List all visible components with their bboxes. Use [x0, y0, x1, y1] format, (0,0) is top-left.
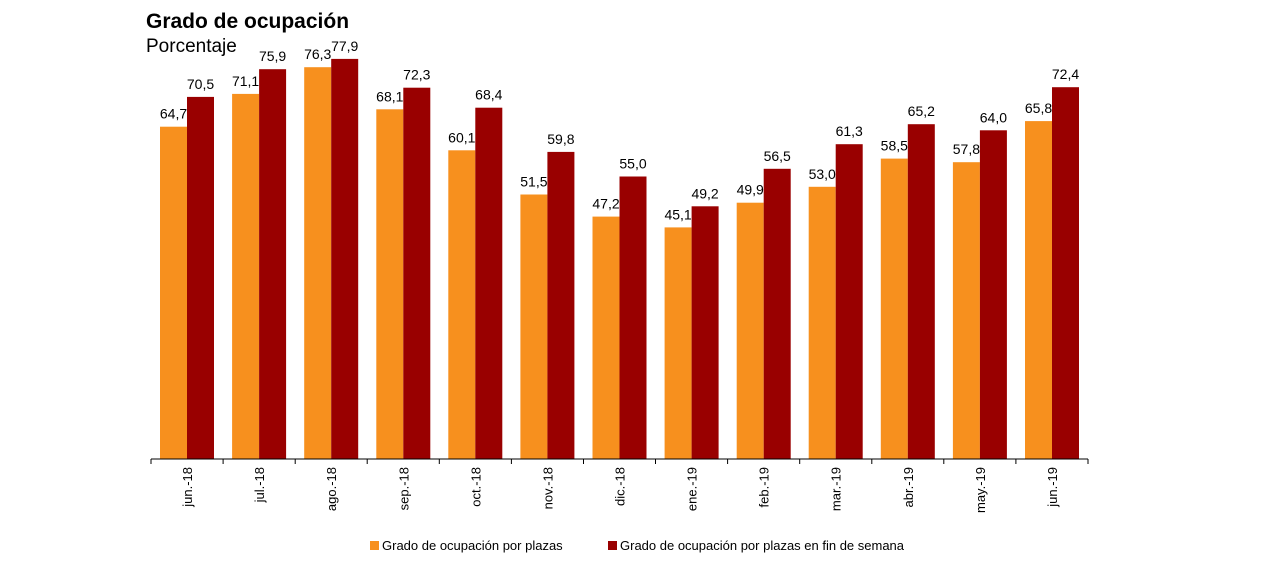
data-label-fin-de-semana-6: 55,0	[619, 156, 646, 172]
data-label-fin-de-semana-4: 68,4	[475, 87, 502, 103]
data-label-plazas-6: 47,2	[592, 196, 619, 212]
bar-fin-de-semana-4	[475, 107, 503, 459]
x-tick-label-9: mar.-19	[829, 467, 844, 511]
data-label-fin-de-semana-9: 61,3	[836, 123, 863, 139]
data-label-plazas-2: 76,3	[304, 46, 331, 62]
data-labels-group: 64,770,5 71,175,9 76,377,9 68,172,3 60,1 68,4…	[160, 38, 1079, 222]
data-label-plazas-9: 53,0	[809, 166, 836, 182]
x-tick-label-11: may.-19	[973, 467, 988, 513]
bar-fin-de-semana-12	[1052, 87, 1079, 459]
x-tick-label-7: ene.-19	[685, 467, 700, 511]
bar-fin-de-semana-3	[403, 87, 431, 459]
bar-fin-de-semana-5	[547, 151, 575, 459]
data-label-plazas-5: 51,5	[520, 174, 547, 190]
bar-fin-de-semana-1	[259, 69, 287, 459]
bar-plazas-11	[952, 162, 980, 459]
bar-fin-de-semana-11	[979, 130, 1007, 460]
x-tick-label-12: jun.-19	[1045, 467, 1060, 508]
data-label-fin-de-semana-3: 72,3	[403, 67, 430, 83]
data-label-plazas-4: 60,1	[448, 129, 475, 145]
chart-title: Grado de ocupación	[146, 10, 350, 33]
bar-plazas-7	[664, 227, 692, 459]
data-label-fin-de-semana-12: 72,4	[1052, 66, 1079, 82]
legend-swatch-plazas	[370, 541, 379, 550]
data-label-plazas-7: 45,1	[664, 206, 691, 222]
x-axis	[150, 458, 1089, 464]
data-label-fin-de-semana-7: 49,2	[691, 185, 718, 201]
bar-fin-de-semana-9	[835, 144, 863, 459]
bar-plazas-12	[1025, 121, 1052, 459]
x-tick-label-1: jul.-18	[252, 467, 267, 503]
data-label-fin-de-semana-10: 65,2	[908, 103, 935, 119]
bar-fin-de-semana-2	[331, 58, 359, 460]
bar-plazas-9	[808, 186, 836, 460]
bar-fin-de-semana-6	[619, 176, 647, 459]
legend-label-plazas: Grado de ocupación por plazas	[382, 538, 563, 553]
x-tick-label-8: feb.-19	[757, 467, 772, 507]
bar-fin-de-semana-8	[763, 168, 791, 460]
x-tick-label-2: ago.-18	[324, 467, 339, 511]
x-tick-label-4: oct.-18	[468, 467, 483, 507]
x-tick-label-3: sep.-18	[396, 467, 411, 510]
data-label-plazas-11: 57,8	[953, 141, 980, 157]
x-tick-label-10: abr.-19	[901, 467, 916, 507]
x-tick-label-0: jun.-18	[180, 467, 195, 508]
data-label-plazas-12: 65,8	[1025, 100, 1052, 116]
bar-plazas-4	[448, 150, 476, 460]
legend-label-fin-de-semana: Grado de ocupación por plazas en fin de …	[620, 538, 905, 553]
data-label-plazas-3: 68,1	[376, 88, 403, 104]
data-label-plazas-0: 64,7	[160, 106, 187, 122]
data-label-fin-de-semana-5: 59,8	[547, 131, 574, 147]
data-label-plazas-1: 71,1	[232, 73, 259, 89]
bar-fin-de-semana-0	[187, 96, 214, 460]
x-tick-labels: jun.-18 jul.-18 ago.-18 sep.-18 oct.-18 nov.-…	[180, 467, 1060, 513]
data-label-fin-de-semana-11: 64,0	[980, 109, 1007, 125]
x-tick-label-6: dic.-18	[613, 467, 628, 506]
bar-fin-de-semana-10	[907, 124, 935, 459]
bar-plazas-1	[232, 93, 260, 460]
bar-plazas-0	[160, 126, 187, 459]
data-label-fin-de-semana-0: 70,5	[187, 76, 214, 92]
bar-plazas-6	[592, 216, 620, 459]
legend: Grado de ocupación por plazas Grado de o…	[370, 538, 905, 553]
bar-plazas-3	[376, 109, 404, 460]
data-label-fin-de-semana-2: 77,9	[331, 38, 358, 54]
data-label-fin-de-semana-1: 75,9	[259, 48, 286, 64]
data-label-fin-de-semana-8: 56,5	[764, 148, 791, 164]
bars-group	[160, 58, 1079, 460]
bar-fin-de-semana-7	[691, 206, 719, 459]
legend-swatch-fin-de-semana	[608, 541, 617, 550]
bar-plazas-5	[520, 194, 548, 459]
bar-plazas-10	[880, 158, 908, 459]
data-label-plazas-8: 49,9	[737, 182, 764, 198]
x-tick-label-5: nov.-18	[540, 467, 555, 509]
chart-subtitle: Porcentaje	[146, 36, 237, 57]
bar-plazas-2	[304, 67, 332, 459]
data-label-plazas-10: 58,5	[881, 138, 908, 154]
bar-plazas-8	[736, 202, 764, 459]
